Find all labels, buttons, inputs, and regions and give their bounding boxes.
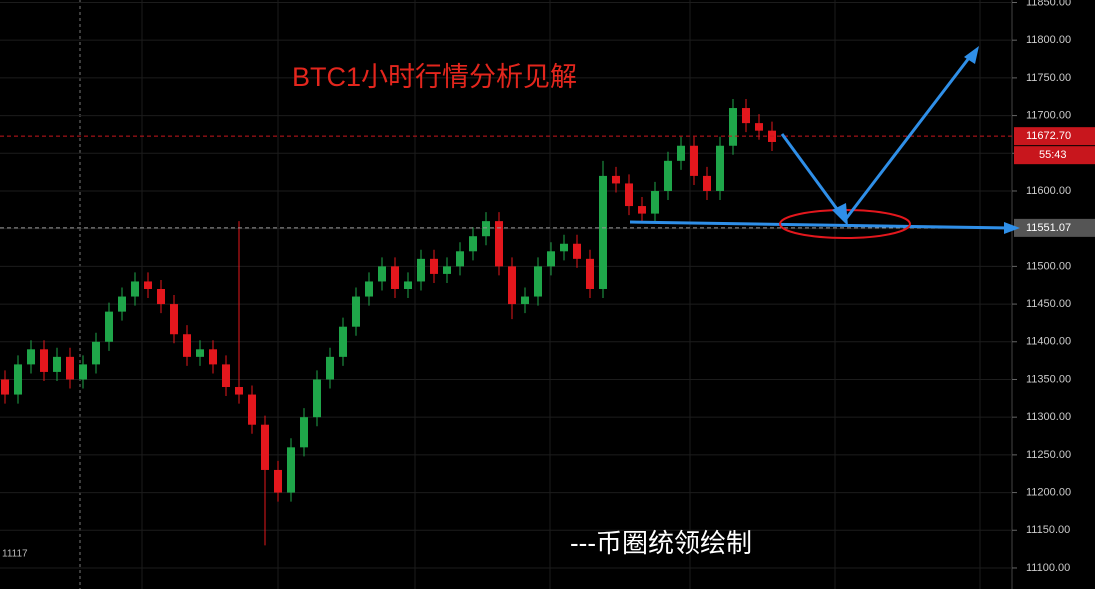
candle-body xyxy=(14,364,22,395)
candle-body xyxy=(404,281,412,289)
candle-body xyxy=(209,349,217,365)
price-badge xyxy=(1014,127,1095,146)
y-tick-label: 11300.00 xyxy=(1026,411,1071,423)
y-tick-label: 11100.00 xyxy=(1026,562,1070,574)
price-label: 11672.70 xyxy=(1026,130,1071,142)
candle-body xyxy=(560,243,568,252)
candle-body xyxy=(118,296,126,312)
candle-body xyxy=(326,356,334,380)
candle-body xyxy=(222,364,230,388)
candle-body xyxy=(66,356,74,380)
candle-body xyxy=(742,108,750,124)
candle-body xyxy=(495,221,503,267)
arrow-head xyxy=(1004,222,1020,234)
candle-body xyxy=(274,469,282,493)
candle-body xyxy=(508,266,516,305)
candle-body xyxy=(716,145,724,191)
arrow-head xyxy=(964,46,979,64)
candle-body xyxy=(417,258,425,282)
candle-body xyxy=(638,206,646,214)
candle-body xyxy=(378,266,386,282)
candle-body xyxy=(521,296,529,305)
candle-body xyxy=(443,266,451,274)
candle-body xyxy=(183,334,191,357)
y-tick-label: 11450.00 xyxy=(1026,298,1071,310)
candle-body xyxy=(612,175,620,184)
candle-body xyxy=(53,356,61,372)
candle-body xyxy=(365,281,373,297)
chart-title: BTC1小时行情分析见解 xyxy=(292,62,577,92)
candle-body xyxy=(235,387,243,395)
candle-body xyxy=(157,288,165,305)
y-tick-label: 11800.00 xyxy=(1026,34,1071,46)
countdown-badge xyxy=(1014,146,1095,165)
candle-body xyxy=(534,266,542,297)
candle-body xyxy=(79,364,87,380)
candle-body xyxy=(27,349,35,365)
y-tick-label: 11750.00 xyxy=(1026,72,1071,84)
candle-body xyxy=(586,258,594,289)
candle-body xyxy=(313,379,321,418)
candle-body xyxy=(105,311,113,342)
y-tick-label: 11350.00 xyxy=(1026,373,1071,385)
grid xyxy=(79,0,981,589)
y-tick-label: 11400.00 xyxy=(1026,336,1071,348)
candle-body xyxy=(170,304,178,335)
candle-body xyxy=(469,236,477,252)
y-tick-label: 11200.00 xyxy=(1026,486,1071,498)
candle-body xyxy=(664,160,672,191)
candle-body xyxy=(144,281,152,289)
countdown: 55:43 xyxy=(1039,149,1067,161)
candle-body xyxy=(677,145,685,161)
candle-body xyxy=(261,424,269,470)
y-tick-label: 11250.00 xyxy=(1026,449,1071,461)
y-tick-label: 11500.00 xyxy=(1026,260,1071,272)
candle-body xyxy=(430,258,438,274)
candle-body xyxy=(40,349,48,372)
price-label: 11551.07 xyxy=(1026,222,1071,234)
candle-body xyxy=(352,296,360,327)
candle-body xyxy=(131,281,139,297)
candle-body xyxy=(547,251,555,267)
candle-body xyxy=(1,379,9,395)
candle-body xyxy=(92,341,100,365)
candle-body xyxy=(573,243,581,259)
candle-body xyxy=(625,183,633,207)
candle-body xyxy=(300,417,308,448)
candle-body xyxy=(703,175,711,191)
candle-body xyxy=(755,123,763,131)
candle-body xyxy=(196,349,204,357)
arrow-head xyxy=(832,203,848,226)
y-tick-label: 11700.00 xyxy=(1026,109,1071,121)
annotations xyxy=(629,46,1020,239)
candle-body xyxy=(287,447,295,493)
y-tick-label: 11150.00 xyxy=(1026,524,1070,536)
candle-body xyxy=(391,266,399,289)
price-badge xyxy=(1014,218,1095,237)
candle-body xyxy=(599,175,607,289)
candle-body xyxy=(339,326,347,357)
candle-body xyxy=(729,108,737,146)
candle-body xyxy=(651,190,659,214)
candle-body xyxy=(690,145,698,176)
arrow-line xyxy=(629,220,1011,230)
corner-label: 11117 xyxy=(2,549,28,560)
candle-body xyxy=(482,221,490,237)
candle-body xyxy=(248,394,256,425)
y-tick-label: 11600.00 xyxy=(1026,185,1071,197)
y-tick-label: 11850.00 xyxy=(1026,0,1071,8)
candle-body xyxy=(456,251,464,267)
footer: ---币圈统领绘制 xyxy=(570,528,752,558)
